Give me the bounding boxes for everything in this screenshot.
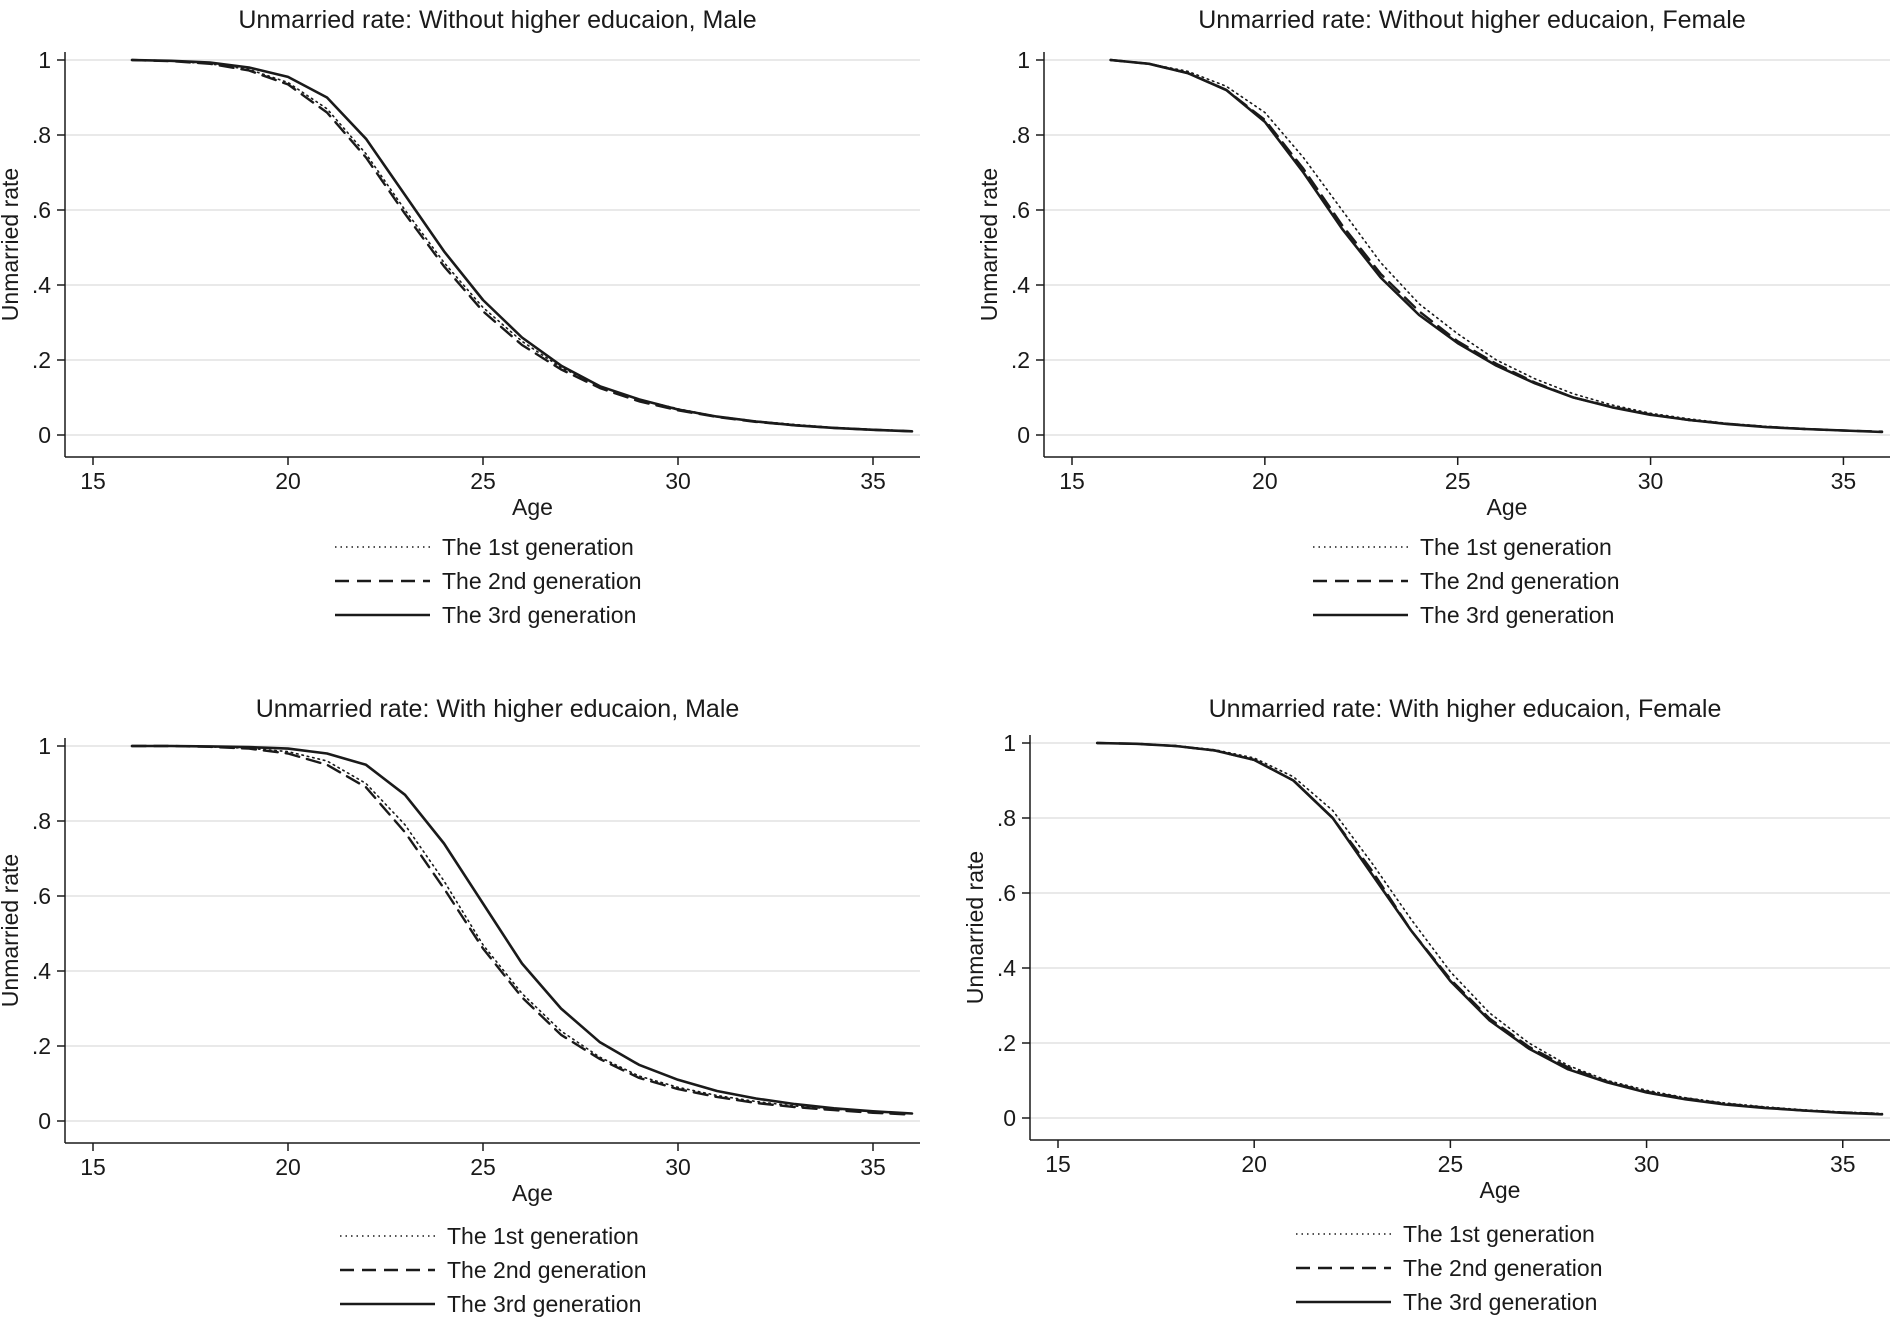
y-tick-label: 1 (38, 733, 51, 759)
y-tick-label: .8 (32, 122, 51, 148)
x-axis-label: Age (1480, 1177, 1521, 1203)
y-tick-label: .8 (32, 808, 51, 834)
x-tick-label: 35 (860, 468, 886, 494)
series-line-3 (130, 744, 914, 1115)
legend-label-1: The 1st generation (1403, 1221, 1595, 1247)
series-line-1 (131, 59, 913, 432)
y-axis-label: Unmarried rate (962, 851, 988, 1004)
x-tick-label: 20 (275, 468, 301, 494)
x-tick-label: 35 (1830, 1151, 1856, 1177)
y-tick-label: .8 (1011, 122, 1030, 148)
series-line-3 (1109, 58, 1884, 434)
y-tick-label: 0 (38, 422, 51, 448)
legend-label-3: The 3rd generation (447, 1291, 641, 1317)
x-tick-label: 20 (1252, 468, 1278, 494)
legend-label-2: The 2nd generation (1403, 1255, 1603, 1281)
y-tick-label: 0 (38, 1108, 51, 1134)
series-line-2 (130, 58, 914, 433)
series-line-2 (1096, 741, 1884, 1116)
x-tick-label: 30 (665, 468, 691, 494)
legend-label-3: The 3rd generation (1403, 1289, 1597, 1315)
y-tick-label: .6 (32, 197, 51, 223)
x-tick-label: 25 (470, 468, 496, 494)
y-tick-label: .2 (1011, 347, 1030, 373)
series-line-1 (131, 745, 913, 1115)
chart-panel-4: Unmarried rate: With higher educaion, Fe… (962, 695, 1890, 1315)
legend-label-3: The 3rd generation (1420, 602, 1614, 628)
y-axis-label: Unmarried rate (976, 168, 1002, 321)
x-tick-label: 15 (1059, 468, 1085, 494)
legend-label-3: The 3rd generation (442, 602, 636, 628)
chart-panel-2: Unmarried rate: Without higher educaion,… (976, 6, 1890, 628)
y-tick-label: .4 (32, 958, 51, 984)
chart-title: Unmarried rate: With higher educaion, Ma… (256, 695, 740, 723)
chart-title: Unmarried rate: Without higher educaion,… (238, 6, 756, 34)
series-line-2 (1109, 58, 1884, 433)
x-tick-label: 30 (1638, 468, 1664, 494)
series-line-2 (130, 744, 914, 1116)
y-axis-label: Unmarried rate (0, 168, 23, 321)
x-axis-label: Age (512, 1180, 553, 1206)
y-axis-label: Unmarried rate (0, 854, 23, 1007)
x-tick-label: 30 (1634, 1151, 1660, 1177)
y-tick-label: .6 (1011, 197, 1030, 223)
x-tick-label: 15 (1045, 1151, 1071, 1177)
chart-panel-1: Unmarried rate: Without higher educaion,… (0, 6, 920, 628)
x-tick-label: 25 (1438, 1151, 1464, 1177)
series-line-1 (1096, 742, 1883, 1115)
y-tick-label: 1 (38, 47, 51, 73)
y-tick-label: .8 (997, 805, 1016, 831)
x-tick-label: 30 (665, 1154, 691, 1180)
x-tick-label: 20 (275, 1154, 301, 1180)
series-line-3 (1095, 741, 1884, 1116)
legend-label-1: The 1st generation (442, 534, 634, 560)
y-tick-label: 1 (1017, 47, 1030, 73)
legend-label-2: The 2nd generation (447, 1257, 647, 1283)
y-tick-label: .4 (32, 272, 51, 298)
series-line-1 (1109, 59, 1883, 433)
x-tick-label: 20 (1241, 1151, 1267, 1177)
y-tick-label: .2 (32, 347, 51, 373)
chart-panel-3: Unmarried rate: With higher educaion, Ma… (0, 695, 920, 1317)
y-tick-label: 0 (1003, 1105, 1016, 1131)
y-tick-label: .6 (32, 883, 51, 909)
legend-label-1: The 1st generation (447, 1223, 639, 1249)
y-tick-label: 1 (1003, 730, 1016, 756)
chart-title: Unmarried rate: With higher educaion, Fe… (1209, 695, 1722, 723)
y-tick-label: .2 (32, 1033, 51, 1059)
y-tick-label: .4 (997, 955, 1016, 981)
chart-title: Unmarried rate: Without higher educaion,… (1198, 6, 1746, 34)
y-tick-label: .6 (997, 880, 1016, 906)
legend-label-1: The 1st generation (1420, 534, 1612, 560)
x-tick-label: 15 (80, 1154, 106, 1180)
x-axis-label: Age (512, 494, 553, 520)
x-tick-label: 35 (860, 1154, 886, 1180)
x-axis-label: Age (1487, 494, 1528, 520)
y-tick-label: .2 (997, 1030, 1016, 1056)
x-tick-label: 35 (1831, 468, 1857, 494)
x-tick-label: 25 (1445, 468, 1471, 494)
series-line-3 (130, 58, 914, 433)
y-tick-label: .4 (1011, 272, 1030, 298)
x-tick-label: 25 (470, 1154, 496, 1180)
y-tick-label: 0 (1017, 422, 1030, 448)
legend-label-2: The 2nd generation (1420, 568, 1620, 594)
legend-label-2: The 2nd generation (442, 568, 642, 594)
x-tick-label: 15 (80, 468, 106, 494)
